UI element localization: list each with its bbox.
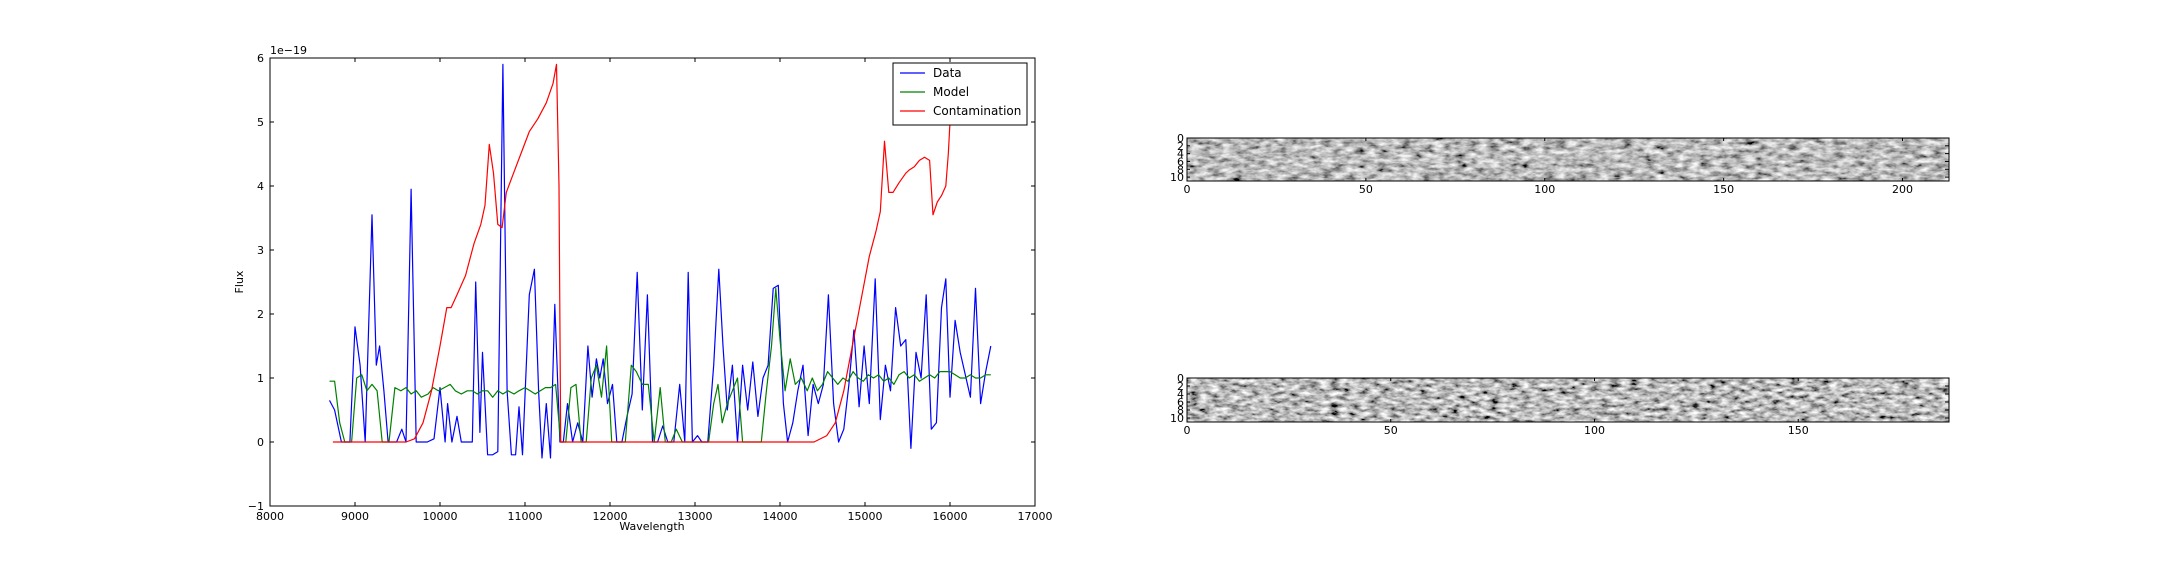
image-top-x-tick-label: 0: [1184, 183, 1191, 196]
image-bottom-frame: [1186, 377, 1950, 423]
legend-label-data: Data: [933, 66, 962, 80]
x-tick-label: 17000: [1018, 510, 1053, 523]
image-bottom-y-tick-label: 0: [1177, 372, 1184, 385]
y-tick-label: −1: [248, 500, 264, 513]
image-top-y-tick-label: 0: [1177, 132, 1184, 145]
image-bottom-y-tick-label: 10: [1170, 412, 1184, 425]
spectrum-y-ticks: −1 0 1 2 3 4 5 6: [248, 52, 1035, 513]
y-tick-label: 2: [257, 308, 264, 321]
legend: Data Model Contamination: [892, 62, 1028, 126]
image-top-y-tick-label: 2: [1177, 140, 1184, 153]
x-tick-label: 16000: [933, 510, 968, 523]
series-line-contamination: [332, 63, 953, 443]
x-tick-label: 13000: [678, 510, 713, 523]
y-tick-label: 1: [257, 372, 264, 385]
x-tick-label: 12000: [593, 510, 628, 523]
image-top-x-tick-label: 100: [1534, 183, 1555, 196]
image-top-frame: [1186, 137, 1950, 182]
spectrum-chart: 8000 9000 10000 11000 12000 13000 14000 15000 16…: [233, 44, 1053, 533]
y-tick-label: 5: [257, 116, 264, 129]
spectrum-series-group: [328, 63, 992, 459]
image-top-pixels: [1187, 138, 1949, 181]
y-tick-label: 3: [257, 244, 264, 257]
spectrum-x-ticks: 8000 9000 10000 11000 12000 13000 14000 15000 16…: [256, 58, 1053, 523]
image-top-x-tick-label: 50: [1359, 183, 1373, 196]
image-bottom-pixels: [1187, 378, 1949, 422]
legend-label-model: Model: [933, 85, 969, 99]
y-tick-label: 0: [257, 436, 264, 449]
image-bottom-y-tick-label: 6: [1177, 396, 1184, 409]
y-tick-label: 4: [257, 180, 264, 193]
image-top-y-tick-label: 4: [1177, 148, 1184, 161]
image-top-x-tick-label: 200: [1892, 183, 1913, 196]
image-bottom-x-tick-label: 0: [1184, 424, 1191, 437]
x-tick-label: 9000: [341, 510, 369, 523]
image-bottom-x-ticks: 0 50 100 150: [1184, 378, 1809, 437]
image-bottom-y-tick-label: 2: [1177, 380, 1184, 393]
image-top-y-tick-label: 10: [1170, 171, 1184, 184]
x-tick-label: 14000: [763, 510, 798, 523]
x-tick-label: 8000: [256, 510, 284, 523]
y-scale-multiplier: 1e−19: [270, 44, 307, 57]
image-bottom-y-tick-label: 8: [1177, 404, 1184, 417]
image-bottom-x-tick-label: 100: [1584, 424, 1605, 437]
legend-label-contamination: Contamination: [933, 104, 1021, 118]
image-bottom-y-tick-label: 4: [1177, 388, 1184, 401]
image-top-y-tick-label: 6: [1177, 155, 1184, 168]
image-top-x-ticks: 0 50 100 150 200: [1184, 138, 1913, 196]
x-tick-label: 11000: [508, 510, 543, 523]
x-tick-label: 15000: [848, 510, 883, 523]
x-axis-label: Wavelength: [619, 520, 684, 533]
y-tick-label: 6: [257, 52, 264, 65]
image-bottom-x-tick-label: 50: [1384, 424, 1398, 437]
image-top-y-tick-label: 8: [1177, 163, 1184, 176]
x-tick-label: 10000: [423, 510, 458, 523]
y-axis-label: Flux: [233, 270, 246, 293]
spectrum-axes-frame: [269, 57, 1036, 507]
image-top-x-tick-label: 150: [1713, 183, 1734, 196]
image-bottom-x-tick-label: 150: [1788, 424, 1809, 437]
